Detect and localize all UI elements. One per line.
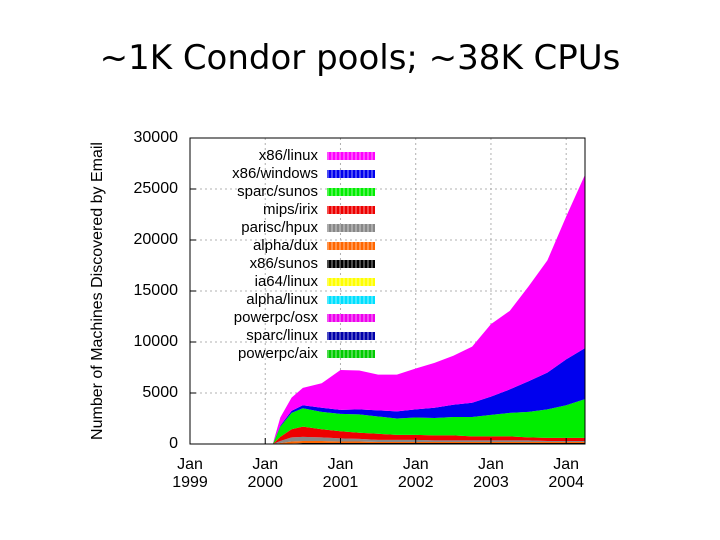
x-tick-label-year: 2004 bbox=[548, 474, 584, 491]
legend-label: x86/windows bbox=[232, 165, 318, 182]
legend-swatch bbox=[327, 242, 375, 250]
legend-label: parisc/hpux bbox=[241, 219, 318, 236]
legend-label: alpha/dux bbox=[253, 237, 319, 254]
y-tick-label: 30000 bbox=[134, 129, 179, 146]
legend-label: x86/sunos bbox=[250, 255, 318, 272]
x-tick-label-year: 1999 bbox=[172, 474, 208, 491]
legend-label: sparc/linux bbox=[246, 327, 318, 344]
slide-title: ~1K Condor pools; ~38K CPUs bbox=[99, 38, 621, 78]
area-parisc-hpux bbox=[272, 436, 585, 444]
legend-label: sparc/sunos bbox=[237, 183, 318, 200]
y-tick-label: 0 bbox=[169, 435, 178, 452]
y-tick-label: 10000 bbox=[134, 333, 179, 350]
x-tick-label-year: 2002 bbox=[398, 474, 434, 491]
legend-swatch bbox=[327, 332, 375, 340]
x-tick-label-month: Jan bbox=[328, 456, 354, 473]
legend-label: ia64/linux bbox=[255, 273, 319, 290]
legend-swatch bbox=[327, 350, 375, 358]
area-x86-linux bbox=[272, 174, 585, 444]
legend-label: mips/irix bbox=[263, 201, 318, 218]
area-mips-irix bbox=[272, 426, 585, 444]
x-tick-label-month: Jan bbox=[403, 456, 429, 473]
x-tick-label-month: Jan bbox=[478, 456, 504, 473]
axes: 050001000015000200002500030000Jan1999Jan… bbox=[134, 129, 586, 491]
legend-swatch bbox=[327, 260, 375, 268]
x-tick-label-month: Jan bbox=[177, 456, 203, 473]
x-tick-label-year: 2000 bbox=[247, 474, 283, 491]
x-tick-label-year: 2001 bbox=[323, 474, 359, 491]
legend-swatch bbox=[327, 278, 375, 286]
y-axis-title: Number of Machines Discovered by Email bbox=[89, 142, 106, 440]
legend-swatch bbox=[327, 188, 375, 196]
y-tick-label: 20000 bbox=[134, 231, 179, 248]
legend-swatch bbox=[327, 170, 375, 178]
stacked-areas bbox=[272, 174, 585, 444]
legend-label: powerpc/osx bbox=[234, 309, 319, 326]
y-tick-label: 5000 bbox=[142, 384, 178, 401]
legend-label: alpha/linux bbox=[246, 291, 318, 308]
legend: x86/linuxx86/windowssparc/sunosmips/irix… bbox=[232, 147, 375, 362]
area-sparc-sunos bbox=[272, 399, 585, 444]
area-alpha-dux bbox=[272, 440, 585, 444]
legend-swatch bbox=[327, 224, 375, 232]
legend-label: powerpc/aix bbox=[238, 345, 319, 362]
x-tick-label-year: 2003 bbox=[473, 474, 509, 491]
y-tick-label: 15000 bbox=[134, 282, 179, 299]
legend-swatch bbox=[327, 152, 375, 160]
legend-label: x86/linux bbox=[259, 147, 319, 164]
y-tick-label: 25000 bbox=[134, 180, 179, 197]
legend-swatch bbox=[327, 206, 375, 214]
x-tick-label-month: Jan bbox=[252, 456, 278, 473]
legend-swatch bbox=[327, 296, 375, 304]
legend-swatch bbox=[327, 314, 375, 322]
area-x86-windows bbox=[272, 348, 585, 444]
x-tick-label-month: Jan bbox=[553, 456, 579, 473]
